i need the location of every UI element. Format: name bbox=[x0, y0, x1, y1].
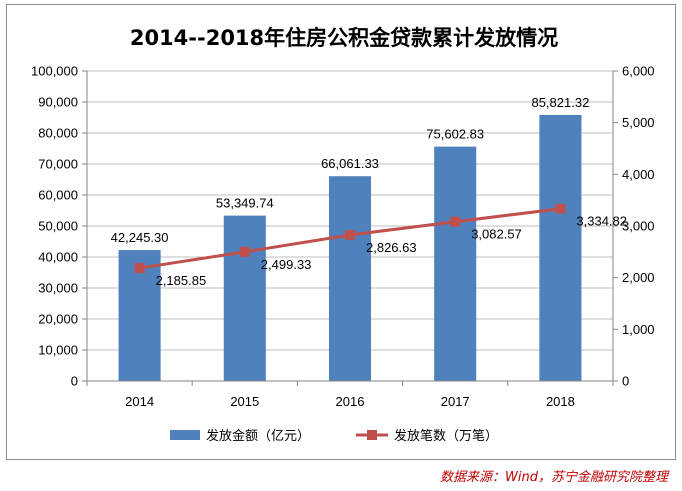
line-data-label: 2,185.85 bbox=[156, 273, 207, 288]
chart-title: 2014--2018年住房公积金贷款累计发放情况 bbox=[130, 26, 558, 50]
bar-data-label: 66,061.33 bbox=[321, 156, 379, 171]
line-data-label: 2,499.33 bbox=[261, 257, 312, 272]
right-axis-tick-label: 1,000 bbox=[622, 322, 655, 337]
left-axis-tick-label: 20,000 bbox=[38, 312, 78, 327]
bar-series bbox=[118, 114, 582, 381]
line-marker bbox=[239, 246, 250, 257]
bar-data-label: 42,245.30 bbox=[111, 230, 169, 245]
legend-swatch-bar bbox=[170, 430, 200, 440]
bar bbox=[434, 146, 477, 381]
x-axis-tick-label: 2016 bbox=[336, 394, 365, 409]
axes: 0 10,000 20,000 30,000 40,000 50,000 60,000 70,… bbox=[31, 64, 655, 410]
line-series bbox=[134, 203, 566, 274]
x-axis-tick-label: 2014 bbox=[125, 394, 154, 409]
legend-label-line: 发放笔数（万笔） bbox=[394, 428, 498, 444]
legend-label-bar: 发放金额（亿元） bbox=[206, 428, 310, 444]
left-axis-tick-label: 80,000 bbox=[38, 126, 78, 141]
left-axis-tick-label: 50,000 bbox=[38, 219, 78, 234]
line-marker bbox=[450, 216, 461, 227]
left-axis-tick-label: 0 bbox=[71, 374, 78, 389]
line-data-label: 3,082.57 bbox=[471, 227, 522, 242]
bar bbox=[539, 114, 582, 381]
bar-data-label: 85,821.32 bbox=[531, 95, 589, 110]
left-axis-tick-label: 70,000 bbox=[38, 157, 78, 172]
legend: 发放金额（亿元） 发放笔数（万笔） bbox=[170, 428, 498, 444]
left-axis-tick-label: 100,000 bbox=[31, 64, 78, 79]
legend-swatch-marker bbox=[367, 430, 377, 440]
left-axis-tick-label: 60,000 bbox=[38, 188, 78, 203]
right-axis-tick-label: 3,000 bbox=[622, 219, 655, 234]
bar bbox=[223, 215, 266, 381]
source-note: 数据来源：Wind，苏宁金融研究院整理 bbox=[440, 470, 668, 485]
line-data-label: 3,334.82 bbox=[576, 214, 627, 229]
left-axis-tick-label: 10,000 bbox=[38, 343, 78, 358]
data-labels: 42,245.30 53,349.74 66,061.33 75,602.83 85,8… bbox=[111, 95, 627, 288]
right-axis-tick-label: 0 bbox=[622, 374, 629, 389]
x-axis-tick-label: 2018 bbox=[546, 394, 575, 409]
chart: 2014--2018年住房公积金贷款累计发放情况 0 10,000 20,000 30… bbox=[31, 26, 655, 444]
bar-data-label: 75,602.83 bbox=[426, 127, 484, 142]
right-axis-tick-label: 4,000 bbox=[622, 167, 655, 182]
right-axis-tick-label: 5,000 bbox=[622, 115, 655, 130]
bar bbox=[328, 176, 372, 381]
left-axis-tick-label: 40,000 bbox=[38, 250, 78, 265]
right-axis-tick-label: 2,000 bbox=[622, 270, 655, 285]
x-axis-tick-label: 2015 bbox=[230, 394, 259, 409]
line-data-label: 2,826.63 bbox=[366, 240, 417, 255]
left-axis-tick-label: 90,000 bbox=[38, 95, 78, 110]
x-axis-tick-label: 2017 bbox=[441, 394, 470, 409]
line-marker bbox=[555, 203, 566, 214]
right-axis-tick-label: 6,000 bbox=[622, 64, 655, 79]
chart-frame: 2014--2018年住房公积金贷款累计发放情况 0 10,000 20,000 30… bbox=[6, 4, 676, 460]
line-marker bbox=[134, 263, 145, 274]
line-marker bbox=[345, 229, 355, 240]
left-axis-tick-label: 30,000 bbox=[38, 281, 78, 296]
bar-data-label: 53,349.74 bbox=[216, 196, 274, 211]
